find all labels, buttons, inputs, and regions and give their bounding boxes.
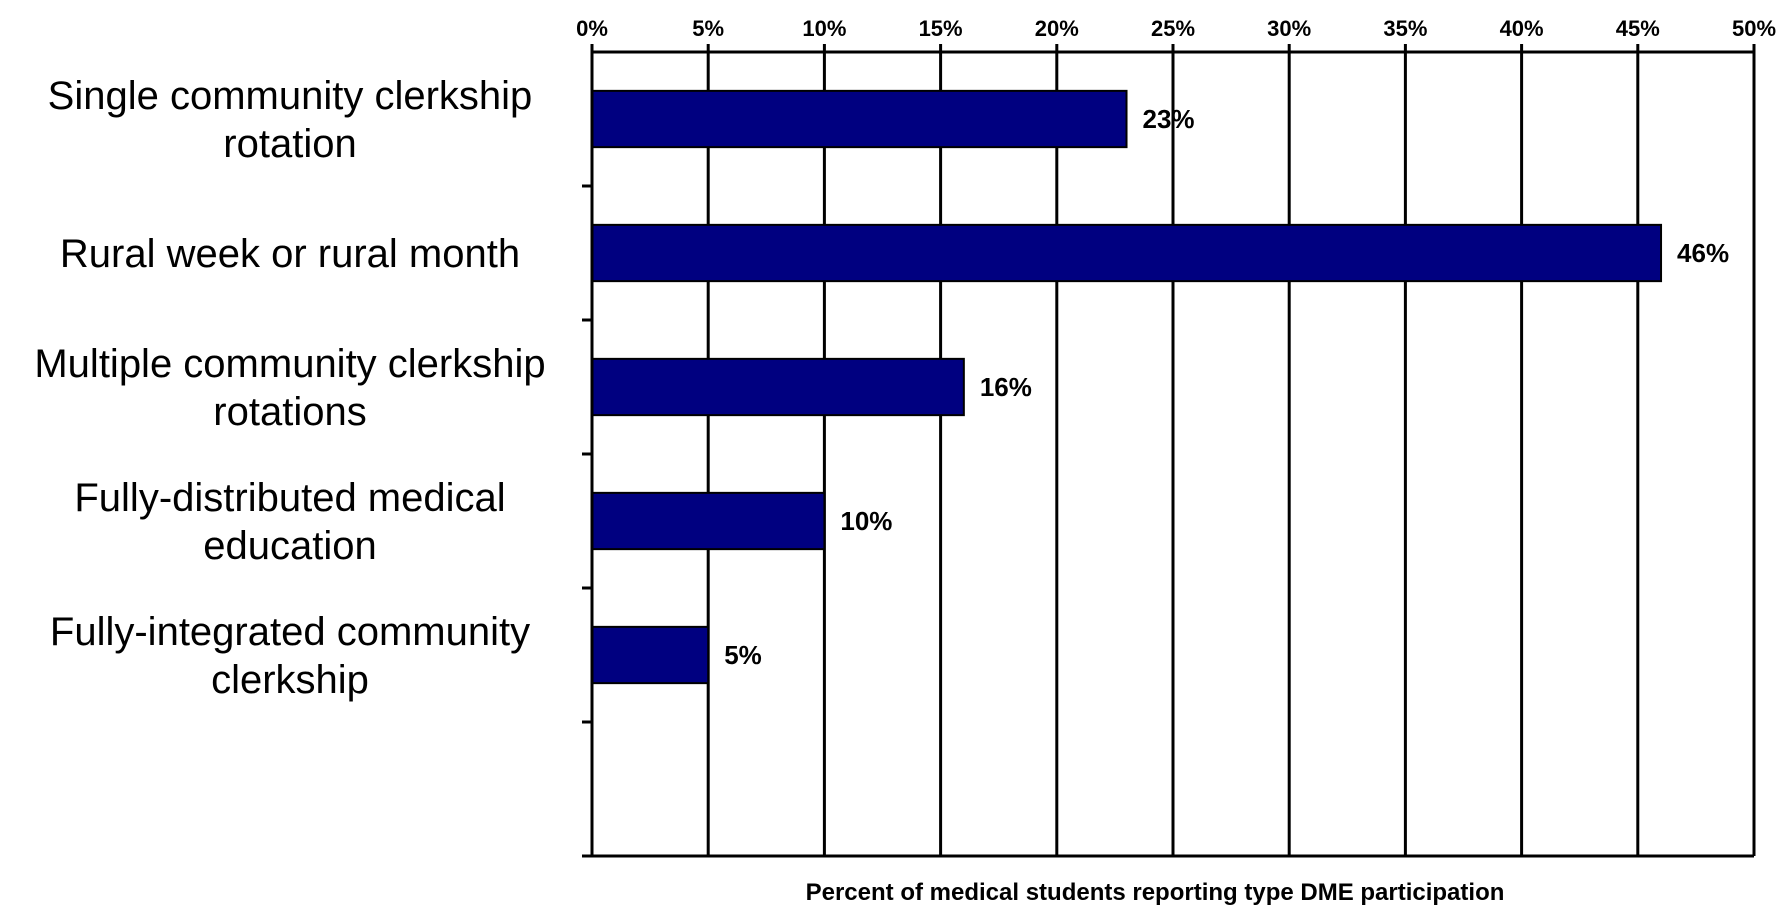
axis-layer: [582, 44, 1756, 858]
category-label: Multiple community clerkship rotations: [34, 342, 545, 434]
bars-layer: [591, 89, 1663, 685]
category-label-line: Single community clerkship: [48, 74, 533, 118]
category-label-line: rotation: [223, 122, 356, 166]
grid-layer: [590, 52, 1756, 856]
category-label: Fully-distributed medical education: [74, 476, 505, 568]
category-label: Single community clerkship rotation: [48, 74, 533, 166]
data-label: 46%: [1677, 238, 1729, 268]
x-axis-title: Percent of medical students reporting ty…: [806, 879, 1505, 906]
bar: [591, 491, 826, 551]
x-tick-label: 40%: [1500, 16, 1544, 41]
data-label: 10%: [840, 506, 892, 536]
category-label-line: clerkship: [211, 658, 369, 702]
x-tick-label: 15%: [919, 16, 963, 41]
category-label-line: rotations: [213, 390, 366, 434]
x-tick-label: 45%: [1616, 16, 1660, 41]
bar: [591, 89, 1128, 149]
x-tick-label: 25%: [1151, 16, 1195, 41]
category-labels: Single community clerkship rotation Rural …: [34, 74, 545, 702]
category-label: Rural week or rural month: [60, 232, 520, 276]
x-tick-label: 5%: [692, 16, 724, 41]
bar: [591, 625, 710, 685]
category-label-line: Fully-distributed medical: [74, 476, 505, 520]
x-tick-label: 30%: [1267, 16, 1311, 41]
x-tick-label: 0%: [576, 16, 608, 41]
category-label-line: education: [203, 524, 376, 568]
x-tick-label: 35%: [1383, 16, 1427, 41]
category-label-line: Multiple community clerkship: [34, 342, 545, 386]
x-tick-labels: 0% 5% 10% 15% 20% 25% 30% 35% 40% 45% 50%: [576, 16, 1776, 41]
bar: [591, 223, 1663, 283]
x-tick-label: 10%: [802, 16, 846, 41]
x-tick-label: 20%: [1035, 16, 1079, 41]
x-tick-label: 50%: [1732, 16, 1776, 41]
data-labels: 23% 46% 16% 10% 5%: [724, 104, 1729, 670]
category-label-line: Rural week or rural month: [60, 232, 520, 276]
data-label: 5%: [724, 640, 762, 670]
category-label: Fully-integrated community clerkship: [50, 610, 530, 702]
data-label: 16%: [980, 372, 1032, 402]
data-label: 23%: [1143, 104, 1195, 134]
bar: [591, 357, 965, 417]
category-label-line: Fully-integrated community: [50, 610, 530, 654]
